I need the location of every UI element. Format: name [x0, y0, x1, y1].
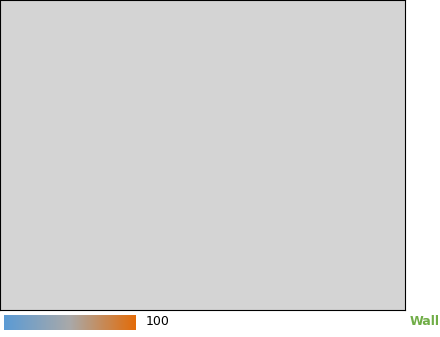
- Text: Wall: Wall: [409, 315, 439, 328]
- Text: 100: 100: [145, 315, 169, 328]
